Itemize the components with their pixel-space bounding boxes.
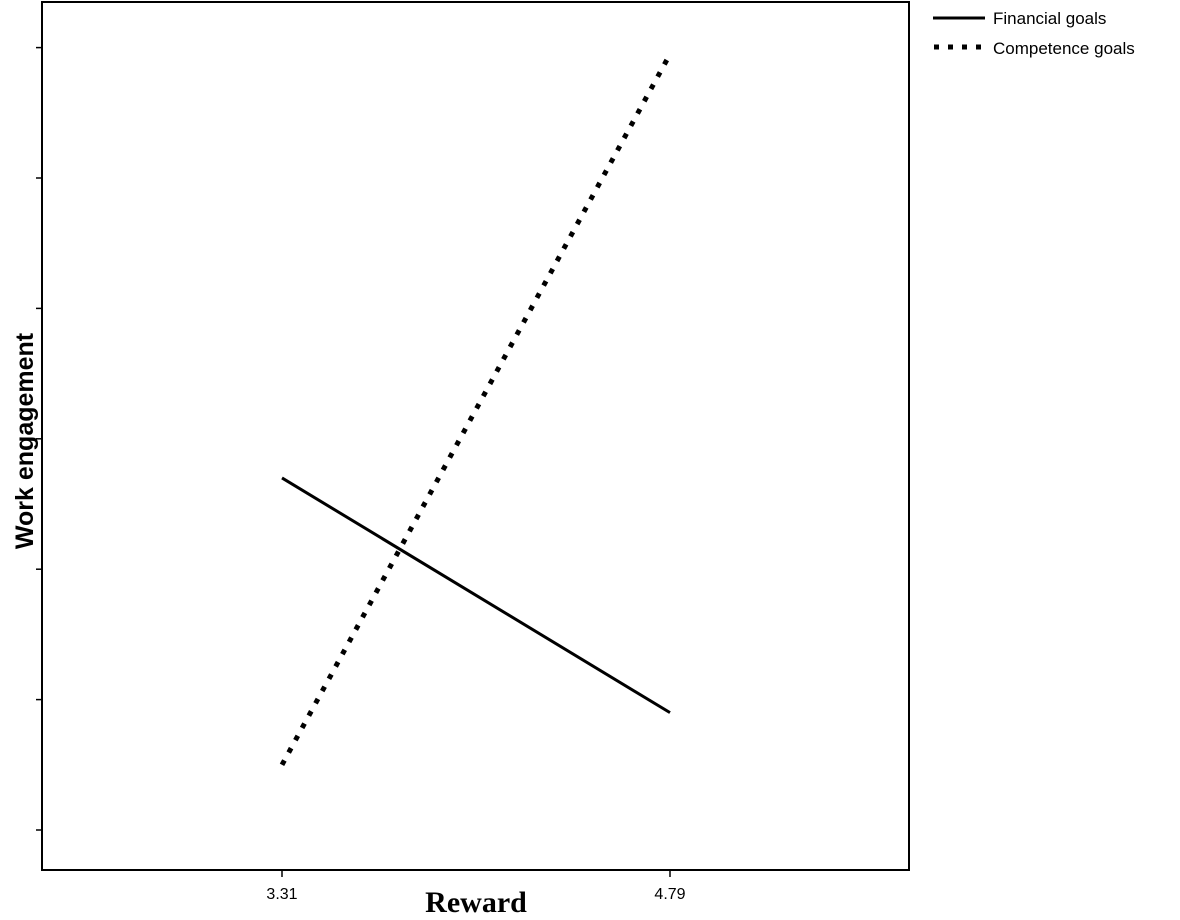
x-axis-label: Reward [425, 886, 527, 919]
x-tick-label: 4.79 [654, 886, 685, 903]
y-axis-ticks [36, 46, 42, 831]
series-layer [279, 52, 673, 766]
legend-label-financial-goals: Financial goals [993, 9, 1106, 28]
x-axis-ticks: 3.31 4.79 [266, 870, 686, 903]
legend-label-competence-goals: Competence goals [993, 39, 1135, 58]
plot-frame [41, 1, 910, 871]
x-tick-label: 3.31 [266, 886, 297, 903]
series-line-financial-goals [281, 476, 671, 714]
legend: Financial goals Competence goals [933, 9, 1135, 58]
series-line-competence-goals [279, 52, 673, 766]
y-axis-label: Work engagement [11, 332, 39, 549]
